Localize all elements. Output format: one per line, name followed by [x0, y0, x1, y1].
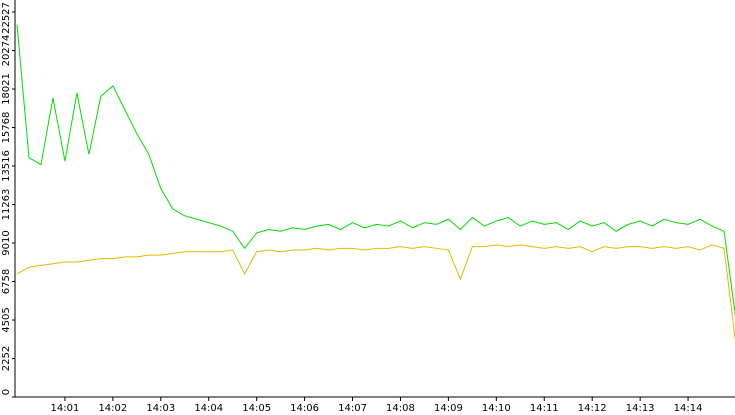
x-tick-label: 14:11	[530, 403, 559, 414]
x-tick-label: 14:01	[51, 403, 80, 414]
y-tick-label: 18021	[1, 73, 12, 105]
x-tick-label: 14:07	[338, 403, 367, 414]
series-line	[16, 24, 735, 317]
x-tick-label: 14:02	[98, 403, 127, 414]
x-tick-label: 14:13	[626, 403, 655, 414]
y-tick-label: 11263	[1, 189, 12, 221]
y-tick-label: 4505	[1, 307, 12, 332]
series-line	[16, 244, 735, 342]
y-tick-label: 0	[1, 389, 12, 395]
x-tick-label: 14:05	[242, 403, 271, 414]
x-tick-label: 14:12	[578, 403, 607, 414]
y-tick-label: 15768	[1, 112, 12, 144]
y-tick-label: 9010	[1, 230, 12, 255]
y-tick-label: 20274	[1, 35, 12, 67]
x-tick-label: 14:06	[290, 403, 319, 414]
y-tick-label: 13516	[1, 150, 12, 182]
x-tick-label: 14:09	[434, 403, 463, 414]
y-tick-label: 22527	[1, 2, 12, 34]
x-tick-label: 14:10	[482, 403, 511, 414]
x-tick-label: 14:08	[386, 403, 415, 414]
x-tick-label: 14:14	[674, 403, 703, 414]
x-tick-label: 14:03	[146, 403, 175, 414]
y-tick-label: 6758	[1, 269, 12, 294]
y-tick-label: 2252	[1, 346, 12, 371]
x-tick-label: 14:04	[194, 403, 223, 414]
